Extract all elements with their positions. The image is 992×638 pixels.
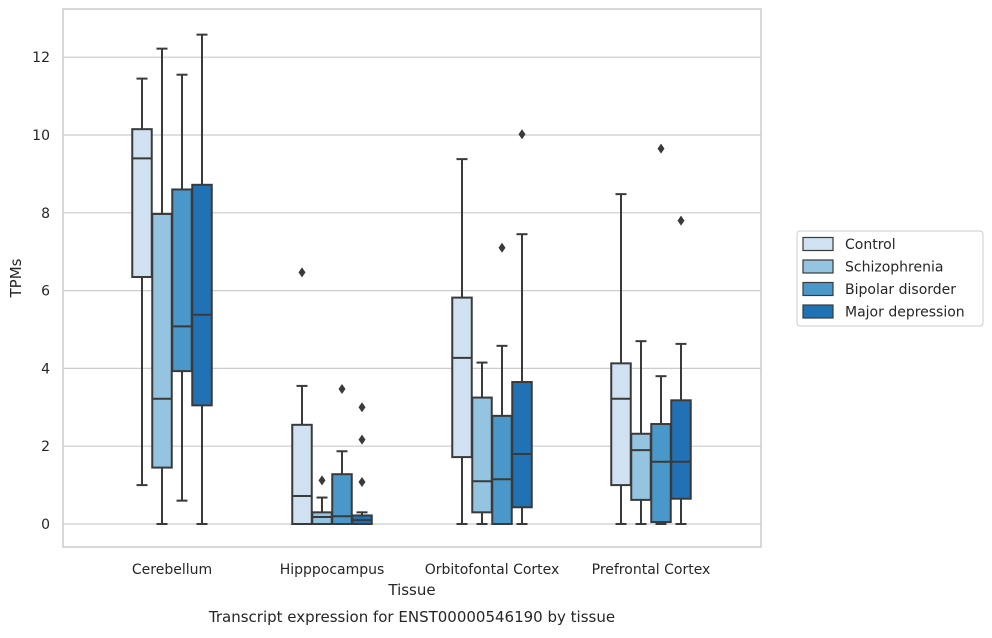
box-iqr xyxy=(630,432,652,501)
box-iqr xyxy=(171,188,193,373)
legend-swatch xyxy=(802,236,834,252)
legend: Control Schizophrenia Bipolar disorder Majo… xyxy=(796,230,984,327)
y-axis-label: TPMs xyxy=(7,258,25,298)
box-0-2 xyxy=(171,73,193,502)
box-2-0 xyxy=(451,158,473,525)
x-tick-label: Orbitofontal Cortex xyxy=(425,562,560,578)
box-plots xyxy=(131,33,692,526)
outlier-point xyxy=(358,402,366,413)
outlier-point xyxy=(338,384,346,395)
box-3-2 xyxy=(650,143,672,525)
x-axis-label: Tissue xyxy=(387,581,435,599)
box-1-3 xyxy=(351,402,373,526)
box-3-0 xyxy=(610,193,632,525)
box-iqr xyxy=(331,473,353,526)
box-iqr xyxy=(491,414,513,525)
box-iqr xyxy=(610,362,632,487)
plot-frame xyxy=(62,8,762,548)
x-tick-label: Hipppocampus xyxy=(280,562,385,578)
y-tick-label: 10 xyxy=(32,128,50,144)
box-0-3 xyxy=(191,33,213,525)
y-tick-label: 8 xyxy=(41,206,50,222)
legend-label: Bipolar disorder xyxy=(845,282,956,298)
x-tick-label: Prefrontal Cortex xyxy=(592,562,711,578)
box-iqr xyxy=(670,399,692,500)
x-tick-labels: Cerebellum Hipppocampus Orbitofontal Corte… xyxy=(132,562,710,578)
legend-label: Schizophrenia xyxy=(845,260,943,276)
box-iqr xyxy=(650,423,672,524)
box-1-0 xyxy=(291,267,313,525)
chart-caption: Transcript expression for ENST0000054619… xyxy=(208,608,615,626)
legend-label: Major depression xyxy=(845,305,965,321)
box-iqr xyxy=(311,511,333,526)
box-iqr xyxy=(131,128,153,278)
box-iqr xyxy=(191,183,213,407)
y-tick-label: 0 xyxy=(41,517,50,533)
legend-swatch xyxy=(802,304,834,319)
outlier-point xyxy=(298,267,306,278)
outlier-point xyxy=(318,475,326,486)
box-2-2 xyxy=(491,242,513,525)
box-0-1 xyxy=(151,47,173,525)
box-iqr xyxy=(291,423,313,525)
box-iqr xyxy=(151,212,173,469)
x-tick-label: Cerebellum xyxy=(132,562,212,578)
box-iqr xyxy=(451,296,473,459)
y-tick-label: 6 xyxy=(41,284,50,300)
outlier-point xyxy=(657,143,665,154)
legend-swatch xyxy=(802,281,834,297)
y-tick-label: 12 xyxy=(32,50,50,66)
y-tick-label: 2 xyxy=(41,439,50,455)
y-tick-labels: 0 2 4 6 8 10 12 xyxy=(32,50,50,533)
outlier-point xyxy=(677,215,685,226)
box-0-0 xyxy=(131,77,153,487)
outlier-point xyxy=(358,434,366,445)
box-2-3 xyxy=(511,129,533,525)
box-3-3 xyxy=(670,215,692,525)
box-1-2 xyxy=(331,384,353,526)
outlier-point xyxy=(498,242,506,253)
outlier-point xyxy=(358,476,366,487)
legend-frame xyxy=(796,230,984,327)
box-iqr xyxy=(511,381,533,509)
legend-swatch xyxy=(802,259,834,274)
legend-label: Control xyxy=(845,237,896,253)
box-iqr xyxy=(471,396,493,514)
y-tick-label: 4 xyxy=(41,361,50,377)
outlier-point xyxy=(518,129,526,140)
